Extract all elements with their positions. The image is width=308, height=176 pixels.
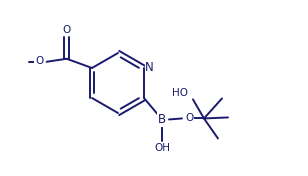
Text: OH: OH <box>154 143 170 153</box>
Text: B: B <box>158 113 166 126</box>
Text: O: O <box>35 56 43 66</box>
Text: N: N <box>145 61 154 74</box>
Text: O: O <box>185 114 193 123</box>
Text: HO: HO <box>172 88 188 98</box>
Text: O: O <box>63 25 71 35</box>
